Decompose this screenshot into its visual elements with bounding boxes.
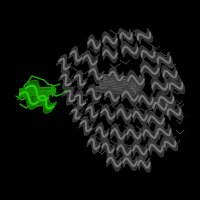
- Polygon shape: [119, 29, 133, 43]
- Polygon shape: [20, 88, 56, 97]
- Polygon shape: [100, 84, 140, 95]
- Polygon shape: [121, 41, 139, 59]
- Polygon shape: [69, 47, 83, 65]
- Polygon shape: [88, 35, 100, 53]
- Polygon shape: [104, 78, 144, 89]
- Polygon shape: [79, 117, 93, 135]
- Polygon shape: [140, 46, 156, 62]
- Polygon shape: [133, 106, 147, 126]
- Polygon shape: [20, 85, 56, 94]
- Polygon shape: [127, 124, 141, 144]
- Polygon shape: [104, 75, 144, 86]
- Polygon shape: [69, 106, 83, 122]
- Polygon shape: [165, 104, 183, 120]
- Polygon shape: [133, 140, 147, 160]
- Polygon shape: [136, 28, 152, 44]
- Polygon shape: [122, 86, 138, 106]
- Polygon shape: [36, 91, 56, 113]
- Polygon shape: [111, 124, 125, 144]
- Polygon shape: [96, 87, 136, 98]
- Polygon shape: [82, 51, 98, 69]
- Polygon shape: [88, 65, 104, 83]
- Polygon shape: [87, 135, 101, 153]
- Polygon shape: [86, 84, 102, 104]
- Polygon shape: [156, 124, 172, 140]
- Polygon shape: [157, 92, 175, 108]
- Polygon shape: [148, 139, 164, 157]
- Polygon shape: [58, 71, 74, 89]
- Polygon shape: [18, 87, 40, 109]
- Polygon shape: [152, 97, 168, 115]
- Polygon shape: [117, 140, 131, 160]
- Polygon shape: [104, 87, 120, 105]
- Polygon shape: [62, 87, 78, 105]
- Polygon shape: [100, 105, 116, 123]
- Polygon shape: [101, 139, 115, 157]
- Polygon shape: [155, 52, 173, 68]
- Polygon shape: [73, 71, 87, 89]
- Polygon shape: [24, 80, 50, 106]
- Polygon shape: [138, 91, 154, 109]
- Polygon shape: [137, 156, 151, 172]
- Polygon shape: [142, 125, 158, 143]
- Polygon shape: [162, 66, 178, 82]
- Polygon shape: [56, 55, 72, 73]
- Polygon shape: [95, 123, 109, 141]
- Polygon shape: [167, 78, 185, 94]
- Polygon shape: [123, 154, 137, 170]
- Polygon shape: [102, 32, 118, 48]
- Polygon shape: [151, 77, 169, 95]
- Polygon shape: [85, 103, 99, 121]
- Polygon shape: [147, 111, 165, 129]
- Polygon shape: [72, 91, 88, 109]
- Polygon shape: [103, 46, 117, 62]
- Polygon shape: [100, 81, 140, 92]
- Polygon shape: [107, 153, 121, 171]
- Polygon shape: [140, 61, 160, 79]
- Polygon shape: [163, 137, 177, 151]
- Polygon shape: [128, 70, 144, 90]
- Polygon shape: [109, 67, 123, 85]
- Polygon shape: [117, 104, 131, 124]
